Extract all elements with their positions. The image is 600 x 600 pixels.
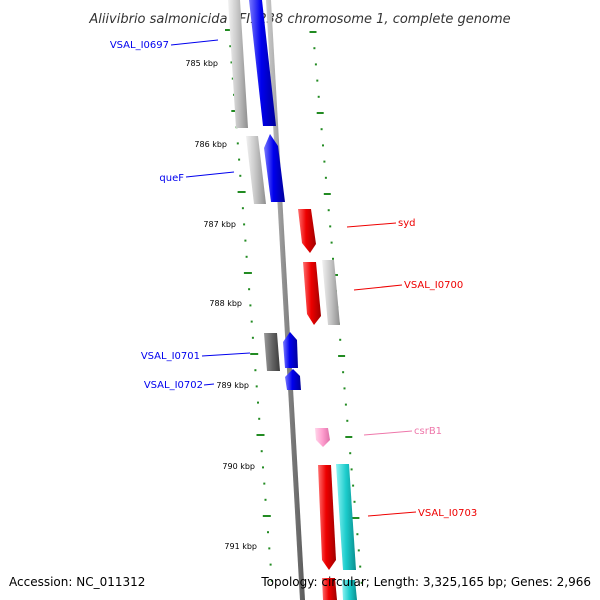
gene-feature-csrB1[interactable] [315, 428, 330, 447]
inner-tick-rail [225, 29, 273, 582]
label-leaders [170, 39, 417, 517]
forward-strand-features [228, 0, 301, 390]
gene-label-VSAL_I0702[interactable]: VSAL_I0702 [144, 380, 203, 391]
gene-labels: VSAL_I0697 queF syd VSAL_I0700 VSAL_I070… [110, 40, 477, 519]
tick-label-788: 788 kbp [209, 299, 242, 308]
gene-label-VSAL_I0697[interactable]: VSAL_I0697 [110, 40, 169, 51]
gene-label-VSAL_I0700[interactable]: VSAL_I0700 [404, 280, 463, 291]
leader-queF [185, 171, 235, 178]
gene-label-VSAL_I0703[interactable]: VSAL_I0703 [418, 508, 477, 519]
tick-label-790: 790 kbp [222, 462, 255, 471]
leader-VSAL_I0703 [367, 511, 417, 517]
gene-feature-queF[interactable] [264, 134, 285, 202]
tick-label-785: 785 kbp [185, 59, 218, 68]
map-title: Aliivibrio salmonicida LFI1238 chromosom… [88, 12, 510, 27]
tick-label-789: 789 kbp [216, 381, 249, 390]
accession-text: Accession: NC_011312 [9, 575, 145, 589]
gene-feature-VSAL_I0702[interactable] [285, 369, 301, 390]
gene-feature-VSAL_I0700[interactable] [303, 262, 321, 325]
leader-VSAL_I0700 [353, 284, 403, 291]
leader-VSAL_I0697 [170, 39, 219, 46]
genome-summary-text: Topology: circular; Length: 3,325,165 bp… [260, 575, 591, 589]
tick-label-787: 787 kbp [203, 220, 236, 229]
outer-tick-rail [309, 31, 363, 584]
gene-feature-cyan-2[interactable] [342, 580, 357, 600]
scale-labels: 785 kbp 786 kbp 787 kbp 788 kbp 789 kbp … [185, 59, 257, 551]
gene-feature-VSAL_I0697-grey[interactable] [228, 0, 248, 128]
leader-VSAL_I0702 [203, 383, 215, 386]
leader-VSAL_I0701 [201, 352, 251, 357]
leader-csrB1 [363, 430, 413, 436]
tick-label-791: 791 kbp [224, 542, 257, 551]
gene-label-csrB1[interactable]: csrB1 [414, 426, 442, 437]
gene-feature-VSAL_I0703[interactable] [318, 465, 336, 570]
gene-feature-VSAL_I0700-grey[interactable] [322, 260, 340, 325]
gene-feature-queF-grey[interactable] [246, 136, 266, 204]
gene-feature-VSAL_I0701[interactable] [283, 332, 298, 368]
tick-label-786: 786 kbp [194, 140, 227, 149]
gene-feature-VSAL_I0701-grey[interactable] [264, 333, 280, 371]
leader-syd [346, 222, 397, 228]
gene-feature-syd[interactable] [298, 209, 316, 253]
gene-label-syd[interactable]: syd [398, 218, 415, 229]
gene-label-VSAL_I0701[interactable]: VSAL_I0701 [141, 351, 200, 362]
gene-feature-VSAL_I0703-cyan[interactable] [336, 464, 356, 570]
reverse-strand-features [298, 209, 357, 600]
gene-label-queF[interactable]: queF [159, 173, 184, 184]
gene-feature-VSAL_I0703-red-2[interactable] [322, 578, 337, 600]
gene-feature-VSAL_I0697[interactable] [249, 0, 276, 126]
